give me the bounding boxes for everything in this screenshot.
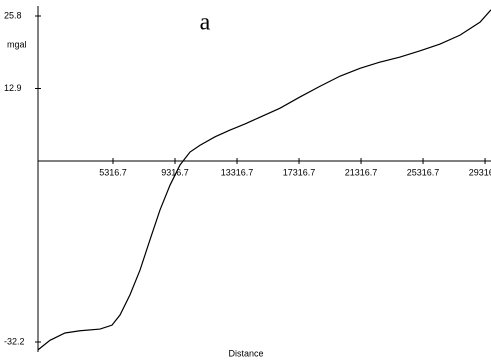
data-line bbox=[37, 9, 491, 351]
x-tick-label: 17316.7 bbox=[283, 167, 316, 177]
y-tick-label: 25.8 bbox=[4, 10, 22, 20]
y-tick-label: 12.9 bbox=[4, 83, 22, 93]
x-axis-label: Distance bbox=[228, 348, 263, 358]
x-tick-label: 9316.7 bbox=[161, 167, 189, 177]
y-tick-label: -32.2 bbox=[4, 336, 25, 346]
y-axis-label: mgal bbox=[7, 39, 27, 49]
x-tick-label: 5316.7 bbox=[99, 167, 127, 177]
x-tick-label: 29316.7 bbox=[469, 167, 491, 177]
x-tick-label: 13316.7 bbox=[221, 167, 254, 177]
x-tick-label: 21316.7 bbox=[345, 167, 378, 177]
chart-title: a bbox=[200, 10, 211, 36]
x-tick-label: 25316.7 bbox=[407, 167, 440, 177]
